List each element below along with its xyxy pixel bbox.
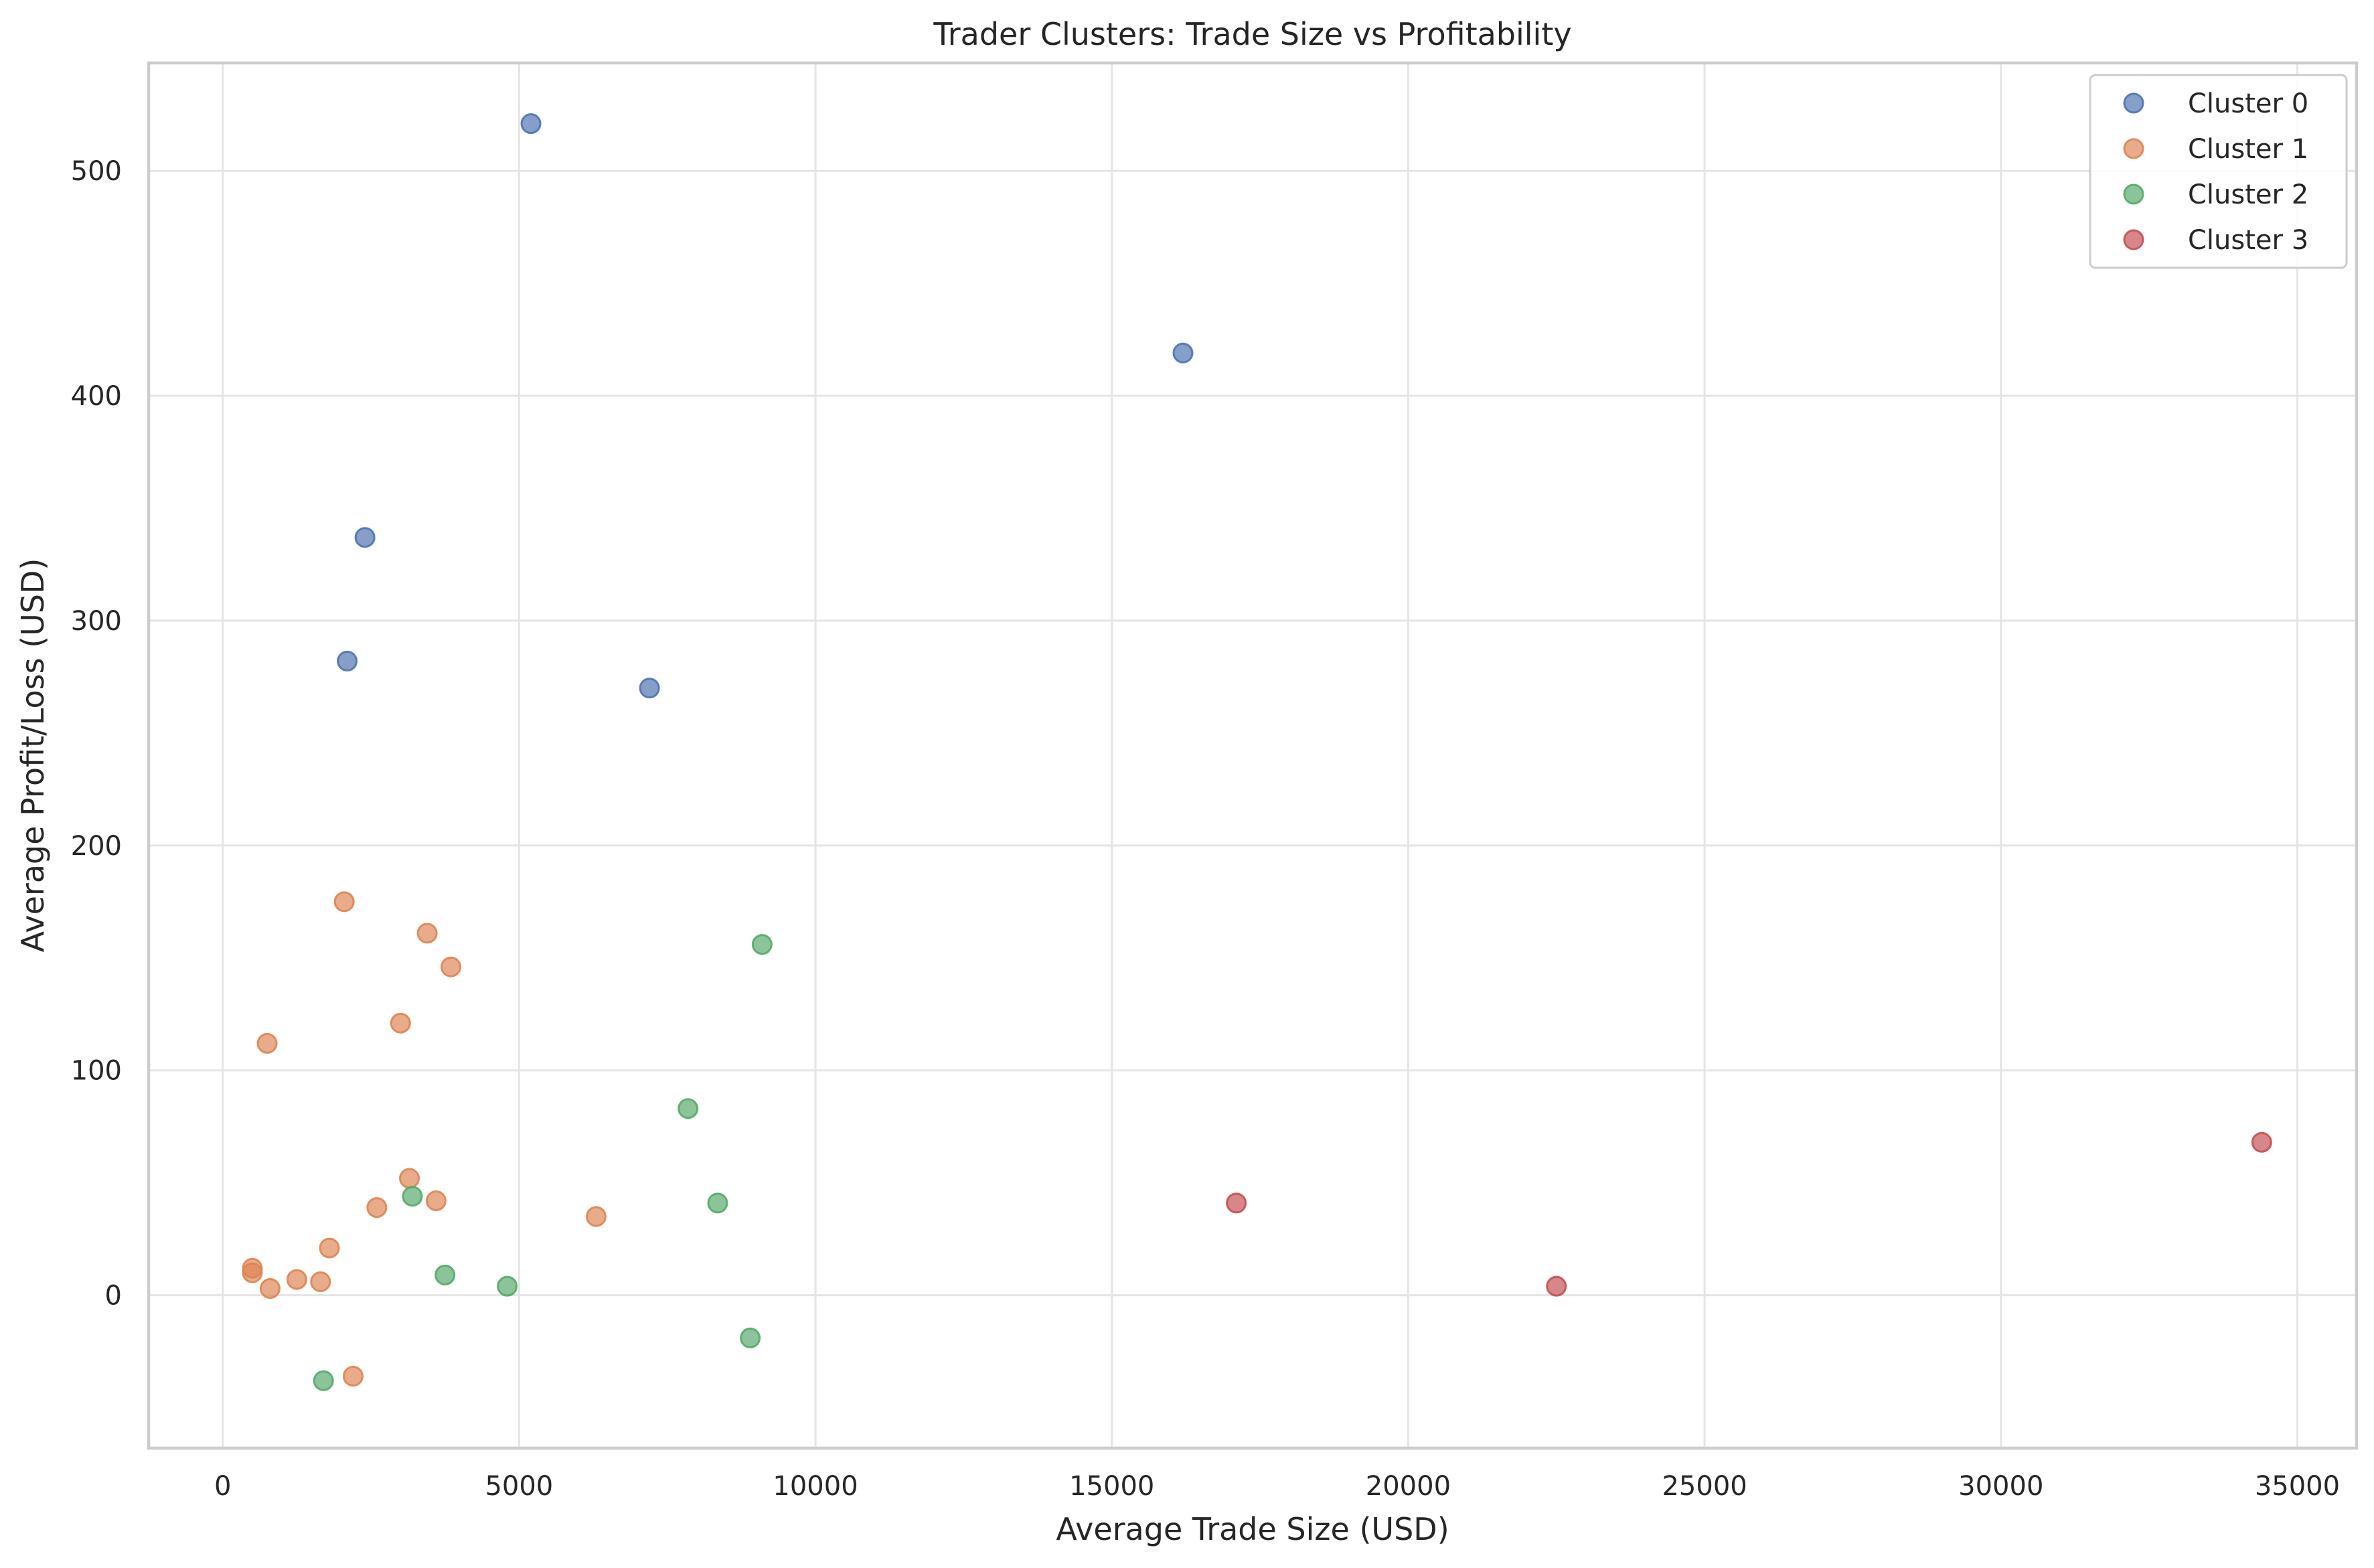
- legend: Cluster 0 Cluster 1 Cluster 2 Cluster 3: [2089, 74, 2348, 269]
- legend-marker: [2123, 92, 2144, 114]
- data-point: [260, 1278, 281, 1300]
- data-point: [313, 1370, 334, 1391]
- x-tick-label: 20000: [1366, 1471, 1451, 1502]
- data-point: [354, 527, 376, 548]
- tick-labels: 0 5000 10000 15000 20000 25000 30000 35000 0 100 2…: [71, 156, 2340, 1502]
- y-tick-label: 0: [105, 1281, 122, 1312]
- legend-item: Cluster 0: [2123, 88, 2308, 119]
- data-point: [286, 1269, 307, 1290]
- x-tick-label: 15000: [1069, 1471, 1154, 1502]
- data-point: [337, 650, 358, 672]
- legend-label: Cluster 2: [2188, 179, 2308, 210]
- data-point: [366, 1197, 388, 1219]
- series-cluster-0: [337, 113, 1194, 699]
- data-point: [333, 891, 355, 913]
- data-point: [639, 678, 660, 699]
- legend-marker: [2123, 138, 2144, 159]
- data-point: [2251, 1131, 2272, 1153]
- data-point: [425, 1190, 447, 1212]
- plot-frame: [147, 61, 2359, 1450]
- data-point: [256, 1032, 278, 1054]
- y-tick-label: 500: [71, 156, 122, 187]
- legend-item: Cluster 3: [2123, 225, 2308, 256]
- x-axis-label: Average Trade Size (USD): [1056, 1511, 1449, 1547]
- data-point: [416, 923, 438, 944]
- data-point: [390, 1012, 411, 1034]
- data-point: [585, 1206, 607, 1227]
- y-axis-label: Average Profit/Loss (USD): [15, 558, 51, 953]
- chart-title: Trader Clusters: Trade Size vs Profitabi…: [933, 16, 1571, 52]
- data-point: [242, 1262, 263, 1283]
- data-point: [1226, 1192, 1247, 1214]
- legend-marker: [2123, 229, 2144, 250]
- y-tick-label: 400: [71, 381, 122, 412]
- legend-label: Cluster 0: [2188, 88, 2308, 119]
- data-point: [497, 1275, 518, 1297]
- data-point: [707, 1192, 728, 1214]
- data-point: [1172, 342, 1194, 364]
- legend-item: Cluster 1: [2123, 134, 2308, 165]
- legend-label: Cluster 3: [2188, 225, 2308, 256]
- data-point: [434, 1264, 456, 1285]
- data-point: [342, 1366, 364, 1387]
- grid: [149, 63, 2357, 1448]
- data-point: [751, 934, 773, 955]
- data-point: [740, 1327, 761, 1348]
- x-tick-label: 10000: [773, 1471, 858, 1502]
- x-tick-label: 30000: [1958, 1471, 2043, 1502]
- data-point: [678, 1098, 699, 1119]
- y-tick-label: 100: [71, 1056, 122, 1087]
- series-cluster-3: [1226, 1131, 2272, 1297]
- legend-marker: [2123, 183, 2144, 205]
- data-point: [319, 1237, 340, 1259]
- y-tick-label: 200: [71, 831, 122, 862]
- data-point: [310, 1271, 331, 1292]
- y-tick-label: 300: [71, 606, 122, 637]
- legend-box: [2089, 74, 2348, 269]
- x-tick-label: 25000: [1662, 1471, 1747, 1502]
- data-point: [1546, 1275, 1567, 1297]
- plot-points: [242, 113, 2272, 1391]
- data-point: [402, 1186, 423, 1207]
- series-cluster-1: [242, 891, 607, 1387]
- x-tick-label: 0: [214, 1471, 231, 1502]
- x-tick-label: 5000: [485, 1471, 553, 1502]
- x-tick-label: 35000: [2255, 1471, 2340, 1502]
- series-cluster-2: [313, 934, 773, 1391]
- legend-label: Cluster 1: [2188, 134, 2308, 165]
- legend-item: Cluster 2: [2123, 179, 2308, 210]
- data-point: [441, 956, 462, 977]
- data-point: [520, 113, 542, 135]
- data-point: [399, 1168, 420, 1189]
